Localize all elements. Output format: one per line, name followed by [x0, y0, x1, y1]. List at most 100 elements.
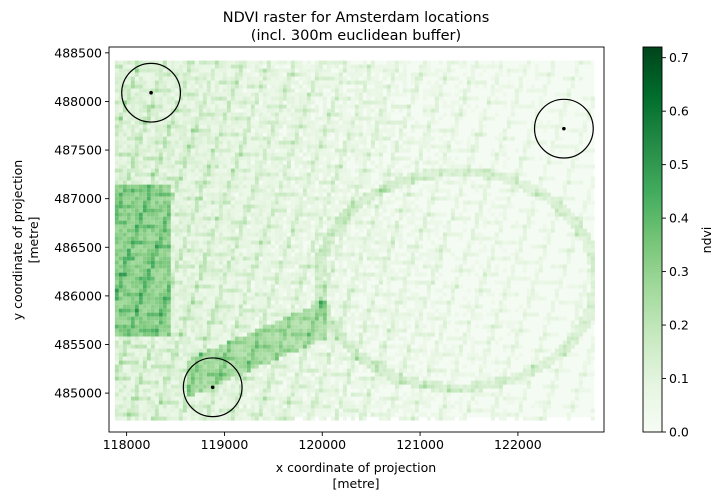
raster-cell — [382, 84, 387, 89]
raster-cell — [238, 136, 243, 141]
raster-cell — [430, 252, 435, 257]
raster-cell — [338, 216, 343, 221]
raster-cell — [318, 196, 323, 201]
raster-cell — [286, 136, 291, 141]
raster-cell — [214, 184, 219, 189]
raster-cell — [262, 228, 267, 233]
raster-cell — [482, 68, 487, 73]
raster-cell — [534, 112, 539, 117]
raster-cell — [158, 280, 163, 285]
raster-cell — [566, 172, 571, 177]
raster-cell — [170, 288, 175, 293]
raster-cell — [502, 132, 507, 137]
raster-cell — [358, 204, 363, 209]
raster-cell — [582, 284, 587, 289]
raster-cell — [370, 108, 375, 113]
raster-cell — [522, 144, 527, 149]
raster-cell — [166, 124, 171, 129]
raster-cell — [406, 180, 411, 185]
raster-cell — [230, 120, 235, 125]
raster-cell — [286, 192, 291, 197]
raster-cell — [122, 196, 127, 201]
raster-cell — [158, 228, 163, 233]
raster-cell — [258, 252, 263, 257]
raster-cell — [322, 100, 327, 105]
raster-cell — [222, 132, 227, 137]
raster-cell — [142, 104, 147, 109]
raster-cell — [210, 264, 215, 269]
raster-cell — [506, 240, 511, 245]
raster-cell — [418, 168, 423, 173]
raster-cell — [170, 88, 175, 93]
raster-cell — [278, 92, 283, 97]
raster-cell — [146, 76, 151, 81]
raster-cell — [518, 64, 523, 69]
raster-cell — [334, 92, 339, 97]
raster-cell — [562, 92, 567, 97]
raster-cell — [270, 148, 275, 153]
raster-cell — [234, 144, 239, 149]
raster-cell — [366, 152, 371, 157]
raster-cell — [190, 200, 195, 205]
raster-cell — [342, 60, 347, 65]
raster-cell — [182, 88, 187, 93]
raster-cell — [254, 104, 259, 109]
raster-cell — [362, 60, 367, 65]
raster-cell — [198, 204, 203, 209]
raster-cell — [118, 164, 123, 169]
raster-cell — [158, 64, 163, 69]
raster-cell — [302, 268, 307, 273]
raster-cell — [242, 244, 247, 249]
raster-cell — [434, 244, 439, 249]
raster-cell — [230, 216, 235, 221]
raster-cell — [506, 284, 511, 289]
raster-cell — [306, 212, 311, 217]
raster-cell — [182, 252, 187, 257]
raster-cell — [422, 260, 427, 265]
raster-cell — [346, 236, 351, 241]
raster-cell — [294, 240, 299, 245]
raster-cell — [222, 60, 227, 65]
raster-cell — [478, 284, 483, 289]
raster-cell — [294, 196, 299, 201]
raster-cell — [374, 112, 379, 117]
raster-cell — [330, 268, 335, 273]
raster-cell — [158, 244, 163, 249]
raster-cell — [506, 124, 511, 129]
raster-cell — [542, 92, 547, 97]
raster-cell — [558, 264, 563, 269]
raster-cell — [154, 208, 159, 213]
raster-cell — [206, 136, 211, 141]
raster-cell — [566, 216, 571, 221]
raster-cell — [218, 140, 223, 145]
raster-cell — [198, 140, 203, 145]
raster-cell — [250, 236, 255, 241]
raster-cell — [278, 160, 283, 165]
raster-cell — [250, 144, 255, 149]
raster-cell — [334, 172, 339, 177]
raster-cell — [194, 172, 199, 177]
raster-cell — [174, 64, 179, 69]
raster-cell — [490, 176, 495, 181]
raster-cell — [426, 108, 431, 113]
raster-cell — [326, 192, 331, 197]
raster-cell — [170, 220, 175, 225]
raster-cell — [342, 192, 347, 197]
raster-cell — [310, 136, 315, 141]
raster-cell — [274, 192, 279, 197]
raster-cell — [282, 228, 287, 233]
raster-cell — [398, 204, 403, 209]
raster-cell — [374, 212, 379, 217]
raster-cell — [146, 280, 151, 285]
raster-cell — [410, 216, 415, 221]
raster-cell — [238, 88, 243, 93]
raster-cell — [402, 64, 407, 69]
raster-cell — [462, 204, 467, 209]
raster-cell — [366, 180, 371, 185]
raster-cell — [242, 108, 247, 113]
raster-cell — [322, 288, 327, 293]
raster-cell — [538, 244, 543, 249]
raster-cell — [302, 92, 307, 97]
raster-cell — [546, 196, 551, 201]
raster-cell — [518, 172, 523, 177]
